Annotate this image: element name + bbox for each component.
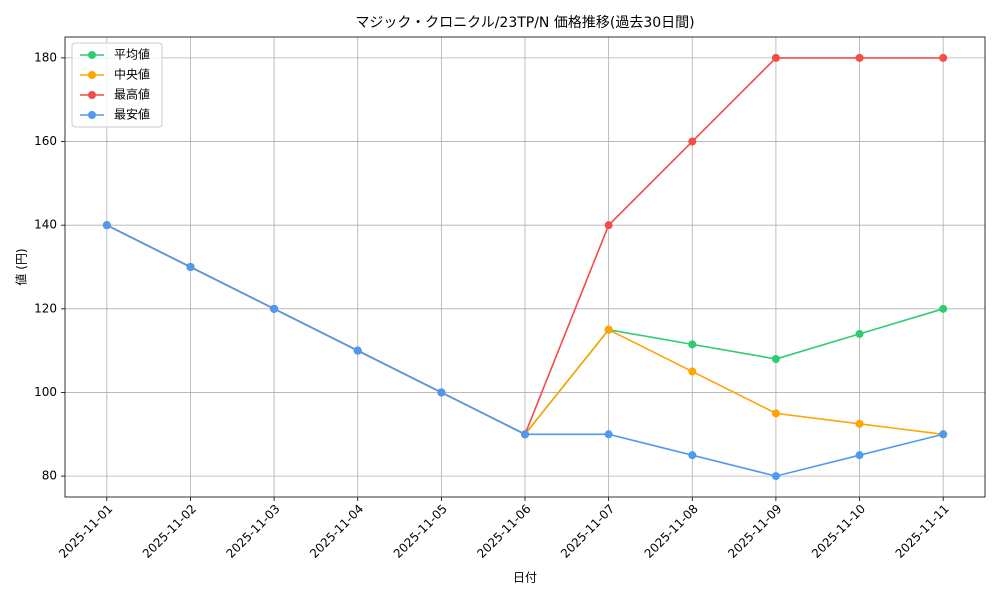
- data-point: [855, 419, 864, 428]
- x-tick-label: 2025-11-10: [809, 502, 868, 561]
- data-point: [771, 355, 780, 363]
- data-point: [939, 53, 948, 62]
- data-point: [688, 137, 697, 146]
- plot-frame: [64, 36, 986, 498]
- y-tick-label: 120: [34, 301, 57, 315]
- x-tick-label: 2025-11-05: [391, 502, 450, 561]
- legend-marker: [88, 111, 96, 119]
- y-tick-label: 180: [34, 50, 57, 64]
- legend-label: 平均値: [114, 47, 150, 62]
- chart-title: マジック・クロニクル/23TP/N 価格推移(過去30日間): [355, 15, 694, 31]
- legend-marker: [88, 71, 96, 79]
- data-point: [604, 430, 613, 439]
- data-point: [688, 451, 697, 460]
- x-tick-label: 2025-11-09: [725, 502, 784, 561]
- x-tick-label: 2025-11-02: [140, 502, 199, 561]
- data-point: [939, 304, 948, 313]
- x-axis-label: 日付: [513, 571, 537, 585]
- data-point: [771, 409, 780, 418]
- y-tick-label: 140: [34, 218, 57, 232]
- legend-label: 中央値: [114, 67, 150, 82]
- x-tick-label: 2025-11-01: [56, 502, 115, 561]
- data-point: [855, 451, 864, 460]
- data-point: [353, 346, 362, 355]
- data-point: [939, 430, 948, 439]
- data-point: [437, 388, 446, 397]
- data-point: [855, 329, 864, 338]
- data-point: [771, 472, 780, 481]
- x-tick-label: 2025-11-08: [642, 502, 701, 561]
- y-tick-label: 100: [34, 385, 57, 399]
- y-axis-label: 値 (円): [14, 248, 29, 285]
- legend-label: 最安値: [114, 107, 150, 122]
- data-point: [855, 53, 864, 62]
- legend-box: [71, 42, 163, 128]
- data-point: [521, 430, 529, 439]
- data-point: [688, 367, 697, 376]
- legend-marker: [88, 51, 96, 59]
- data-point: [604, 325, 613, 334]
- x-tick-label: 2025-11-11: [893, 502, 952, 561]
- data-point: [270, 304, 279, 313]
- data-point: [688, 340, 697, 349]
- legend-label: 最高値: [114, 87, 150, 102]
- data-point: [771, 53, 780, 62]
- legend-marker: [88, 91, 96, 99]
- data-point: [604, 221, 613, 230]
- data-point: [186, 263, 195, 271]
- x-tick-label: 2025-11-07: [558, 502, 617, 561]
- x-tick-label: 2025-11-06: [474, 502, 533, 561]
- y-tick-label: 160: [34, 134, 57, 148]
- x-tick-label: 2025-11-04: [307, 502, 366, 561]
- data-point: [102, 221, 111, 230]
- y-tick-label: 80: [42, 469, 57, 483]
- x-tick-label: 2025-11-03: [223, 502, 282, 561]
